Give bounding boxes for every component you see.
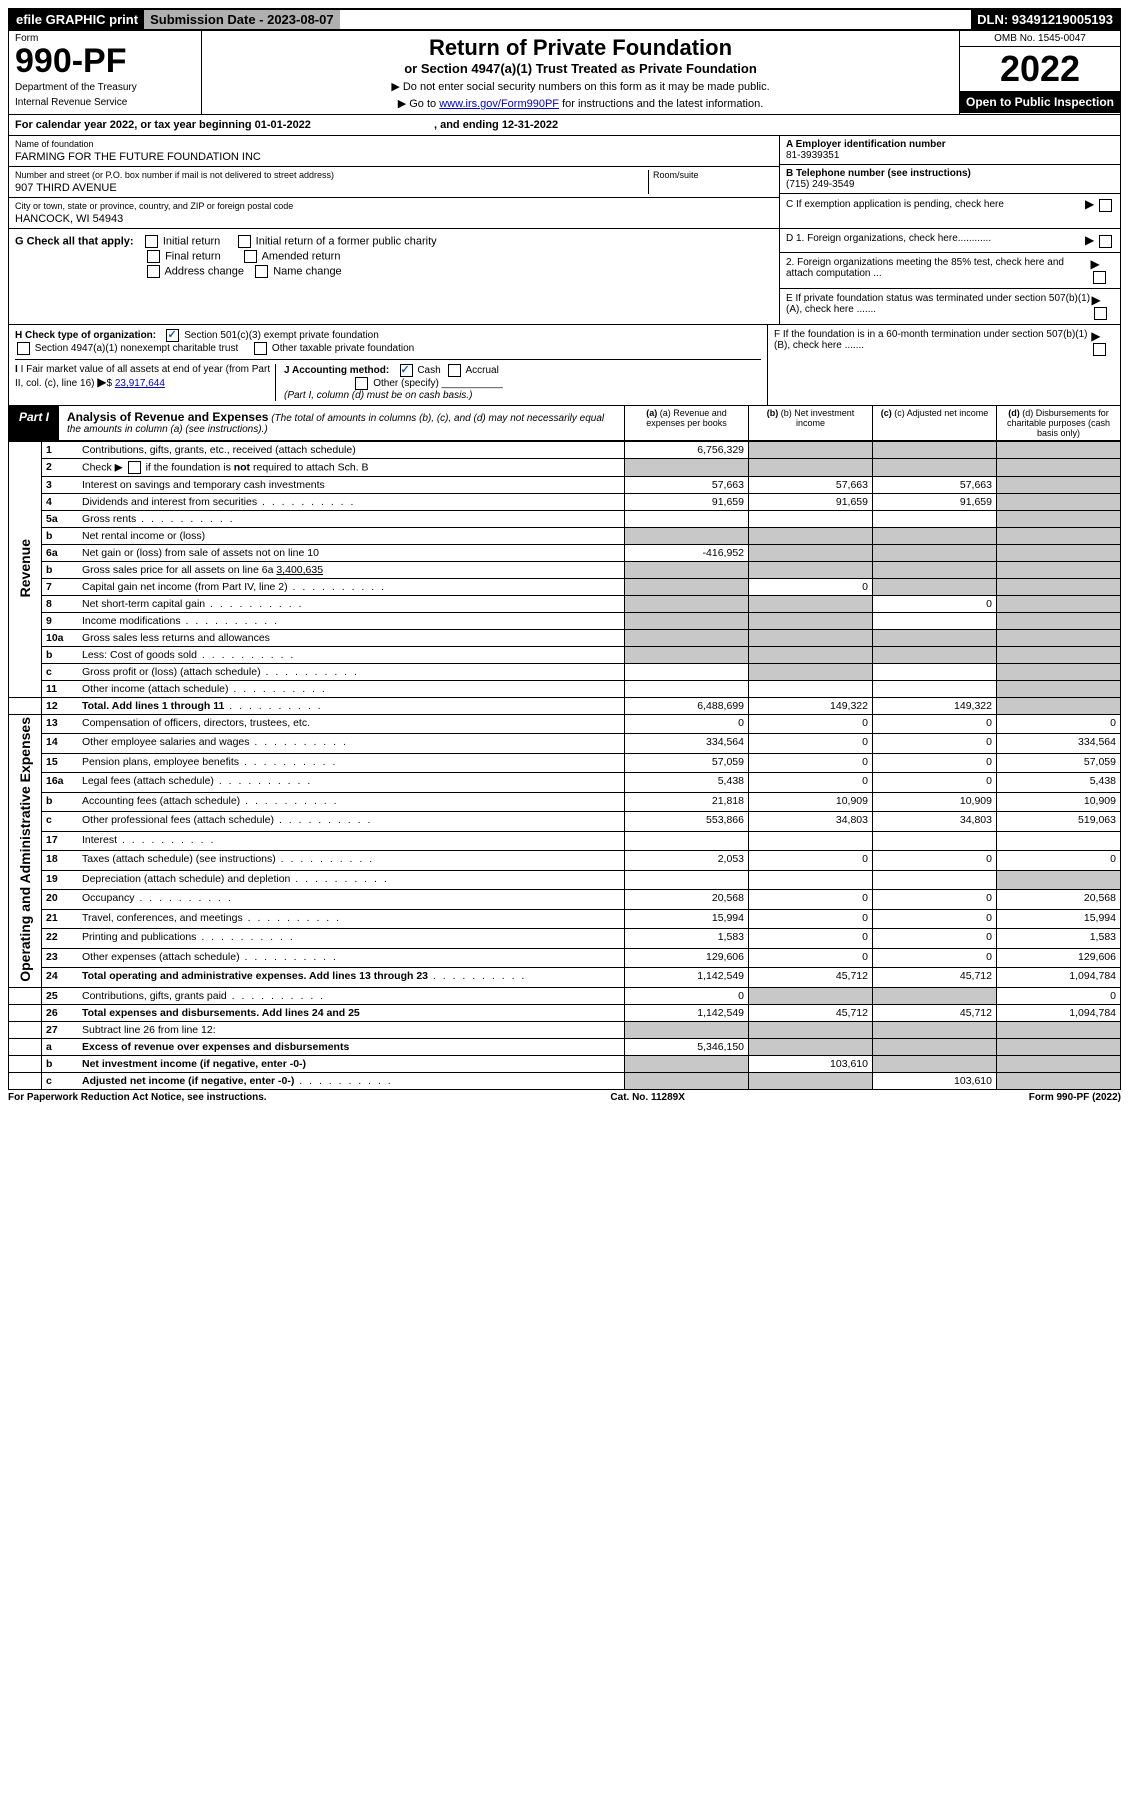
- dln: DLN: 93491219005193: [971, 10, 1119, 29]
- col-c-header: (c) (c) Adjusted net income: [872, 406, 996, 440]
- foundation-name: FARMING FOR THE FUTURE FOUNDATION INC: [15, 151, 773, 163]
- form-title: Return of Private Foundation: [210, 35, 951, 61]
- 60-month-checkbox[interactable]: [1093, 343, 1106, 356]
- amended-return-checkbox[interactable]: [244, 250, 257, 263]
- dept-treasury: Department of the Treasury: [15, 82, 195, 93]
- part1-header: Part I Analysis of Revenue and Expenses …: [8, 406, 1121, 441]
- sch-b-checkbox[interactable]: [128, 461, 141, 474]
- 501c3-checkbox[interactable]: [166, 329, 179, 342]
- former-charity-checkbox[interactable]: [238, 235, 251, 248]
- address-change-checkbox[interactable]: [147, 265, 160, 278]
- city-label: City or town, state or province, country…: [15, 201, 773, 211]
- name-label: Name of foundation: [15, 139, 773, 149]
- phone-value: (715) 249-3549: [786, 179, 1114, 190]
- part1-label: Part I: [9, 406, 59, 440]
- accrual-checkbox[interactable]: [448, 364, 461, 377]
- open-public: Open to Public Inspection: [960, 91, 1120, 113]
- foreign-org-checkbox[interactable]: [1099, 235, 1112, 248]
- paperwork-notice: For Paperwork Reduction Act Notice, see …: [8, 1092, 267, 1103]
- col-b-header: (b) (b) Net investment income: [748, 406, 872, 440]
- ein-label: A Employer identification number: [786, 139, 1114, 150]
- calendar-year-row: For calendar year 2022, or tax year begi…: [8, 115, 1121, 136]
- name-change-checkbox[interactable]: [255, 265, 268, 278]
- form-ref: Form 990-PF (2022): [1029, 1092, 1121, 1103]
- entity-info: Name of foundation FARMING FOR THE FUTUR…: [8, 136, 1121, 229]
- omb-number: OMB No. 1545-0047: [960, 31, 1120, 47]
- expenses-side-label: Operating and Administrative Expenses: [17, 717, 33, 982]
- other-method-checkbox[interactable]: [355, 377, 368, 390]
- tax-year: 2022: [960, 47, 1120, 91]
- top-bar: efile GRAPHIC print Submission Date - 20…: [8, 8, 1121, 31]
- city-state-zip: HANCOCK, WI 54943: [15, 213, 773, 225]
- street-address: 907 THIRD AVENUE: [15, 182, 648, 194]
- status-terminated-checkbox[interactable]: [1094, 307, 1107, 320]
- col-a-header: (a) (a) Revenue and expenses per books: [624, 406, 748, 440]
- addr-label: Number and street (or P.O. box number if…: [15, 170, 648, 180]
- note-ssn: ▶ Do not enter social security numbers o…: [210, 80, 951, 93]
- analysis-table: Revenue 1Contributions, gifts, grants, e…: [8, 441, 1121, 1090]
- cat-no: Cat. No. 11289X: [610, 1092, 684, 1103]
- footer: For Paperwork Reduction Act Notice, see …: [8, 1092, 1121, 1103]
- final-return-checkbox[interactable]: [147, 250, 160, 263]
- form-subtitle: or Section 4947(a)(1) Trust Treated as P…: [210, 61, 951, 76]
- 4947a1-checkbox[interactable]: [17, 342, 30, 355]
- cash-checkbox[interactable]: [400, 364, 413, 377]
- revenue-side-label: Revenue: [17, 539, 33, 597]
- other-taxable-checkbox[interactable]: [254, 342, 267, 355]
- note-link: ▶ Go to www.irs.gov/Form990PF for instru…: [210, 97, 951, 110]
- col-d-header: (d) (d) Disbursements for charitable pur…: [996, 406, 1120, 440]
- room-label: Room/suite: [653, 170, 773, 180]
- irs-link[interactable]: www.irs.gov/Form990PF: [439, 98, 559, 110]
- fmv-link[interactable]: 23,917,644: [115, 378, 165, 389]
- section-g-d: G Check all that apply: Initial return I…: [8, 229, 1121, 325]
- initial-return-checkbox[interactable]: [145, 235, 158, 248]
- phone-label: B Telephone number (see instructions): [786, 168, 1114, 179]
- efile-label: efile GRAPHIC print: [10, 10, 144, 29]
- foreign-85-checkbox[interactable]: [1093, 271, 1106, 284]
- irs-label: Internal Revenue Service: [15, 97, 195, 108]
- part1-title: Analysis of Revenue and Expenses: [67, 410, 268, 424]
- exemption-checkbox[interactable]: [1099, 199, 1112, 212]
- submission-date: Submission Date - 2023-08-07: [144, 10, 340, 29]
- ein-value: 81-3939351: [786, 150, 1114, 161]
- form-number: 990-PF: [15, 44, 195, 78]
- section-h-i-j: H Check type of organization: Section 50…: [8, 325, 1121, 406]
- form-header: Form 990-PF Department of the Treasury I…: [8, 31, 1121, 115]
- exemption-pending-label: C If exemption application is pending, c…: [786, 199, 1004, 210]
